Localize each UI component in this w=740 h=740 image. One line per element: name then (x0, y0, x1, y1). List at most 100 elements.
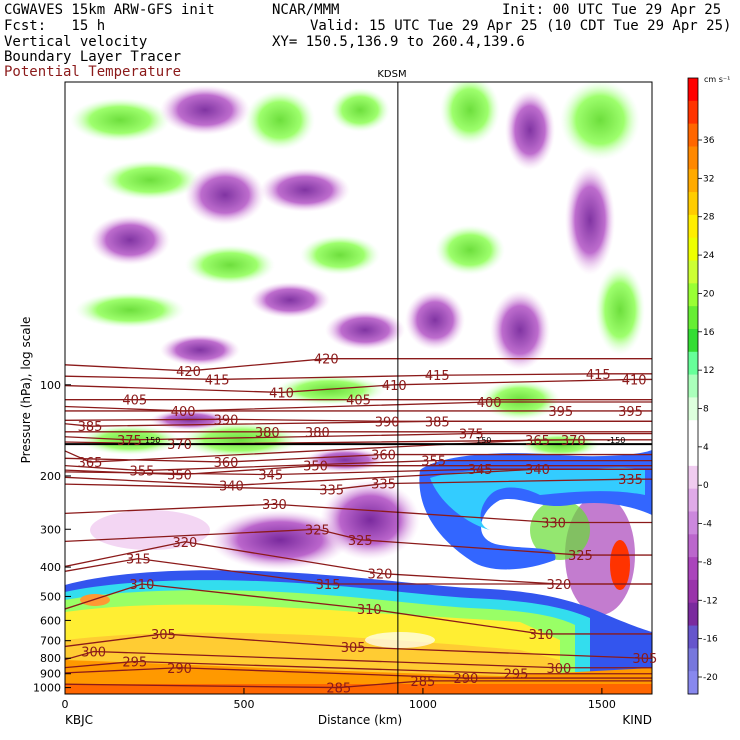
colorbar-swatch (688, 306, 698, 330)
colorbar-frame (687, 77, 699, 695)
x-axis-label: Distance (km) (318, 713, 402, 727)
theta-label: 415 (425, 369, 450, 384)
theta-label: 360 (214, 456, 239, 471)
colorbar-swatch (688, 351, 698, 376)
station-left-label: KBJC (65, 713, 93, 727)
theta-label: 370 (561, 434, 586, 449)
theta-label: 375 (117, 434, 142, 449)
colorbar-label: 12 (703, 366, 714, 376)
colorbar: cm s⁻¹ 36 32 28 24 20 16 12 8 4 0 -4 -8 -12 -16 -20 (687, 75, 730, 695)
theta-label: 390 (214, 413, 239, 428)
y-axis-label: Pressure (hPa), log scale (19, 317, 33, 464)
theta-contour-line (65, 528, 652, 556)
colorbar-swatch (688, 671, 698, 695)
colorbar-swatch (688, 557, 698, 581)
theta-label: 370 (167, 438, 192, 453)
colorbar-label: 4 (703, 443, 709, 453)
colorbar-swatch (688, 648, 698, 672)
theta-label: 315 (316, 578, 341, 593)
small-contour-label: 150 (476, 436, 491, 445)
init-time: Init: 00 UTC Tue 29 Apr 25 (502, 2, 722, 18)
colorbar-swatch (688, 283, 698, 307)
colorbar-swatch (688, 169, 698, 193)
theta-label: 365 (78, 456, 103, 471)
theta-label: 285 (326, 682, 351, 697)
theta-label: 300 (81, 645, 106, 660)
theta-label: 410 (269, 386, 294, 401)
theta-contours (65, 358, 652, 689)
colorbar-swatch (688, 374, 698, 398)
theta-label: 320 (172, 536, 197, 551)
x-tick-label: 0 (62, 698, 69, 711)
theta-label: 360 (371, 449, 396, 464)
theta-label: 355 (421, 455, 446, 470)
colorbar-label: -8 (703, 558, 712, 568)
center-label: NCAR/MMM (272, 2, 340, 18)
y-tick-label: 700 (40, 635, 61, 648)
y-tick-label: 1000 (33, 682, 61, 695)
theta-label: 390 (375, 415, 400, 430)
theta-label: 315 (126, 553, 151, 568)
colorbar-label: -16 (703, 635, 718, 645)
colorbar-swatch (688, 214, 698, 239)
theta-label: 405 (122, 394, 147, 409)
theta-contour-line (65, 401, 652, 412)
colorbar-label: 28 (703, 213, 715, 223)
theta-label: 310 (529, 628, 554, 643)
theta-label: 335 (371, 478, 396, 493)
colorbar-swatch (688, 192, 698, 216)
theta-label: 295 (504, 668, 529, 683)
theta-label: 345 (468, 463, 493, 478)
theta-label: 380 (305, 426, 330, 441)
theta-label: 300 (547, 662, 572, 677)
colorbar-swatch (688, 465, 698, 490)
plot-frame (64, 81, 653, 695)
theta-contour-line (65, 453, 652, 463)
theta-label: 345 (258, 469, 283, 484)
colorbar-swatch (688, 100, 698, 125)
colorbar-swatch (688, 78, 698, 102)
theta-label: 375 (459, 428, 484, 443)
x-tick-label: 500 (233, 698, 254, 711)
cross-section-xy: XY= 150.5,136.9 to 260.4,139.6 (272, 34, 525, 50)
y-tick-label: 900 (40, 668, 61, 681)
theta-contour-line (65, 503, 652, 524)
colorbar-swatch (688, 260, 698, 284)
theta-label: 395 (618, 405, 643, 420)
colorbar-swatch (688, 443, 698, 467)
theta-contour-line (65, 433, 652, 441)
theta-contour-line (65, 478, 652, 491)
colorbar-swatch (688, 602, 698, 627)
x-axis: 0 500 1000 1500 (62, 688, 616, 711)
theta-label: 410 (622, 373, 647, 388)
theta-contour-line (65, 358, 652, 372)
theta-label: 340 (219, 479, 244, 494)
theta-contour-line (65, 583, 652, 635)
theta-label: 305 (341, 641, 366, 656)
theta-contour-line (65, 378, 652, 394)
colorbar-label: 24 (703, 251, 715, 261)
theta-contour-line (65, 660, 652, 675)
colorbar-swatch (688, 534, 698, 558)
theta-label: 310 (130, 578, 155, 593)
theta-label: 420 (176, 365, 201, 380)
theta-label: 290 (167, 662, 192, 677)
theta-contour-line (65, 650, 652, 669)
colorbar-label: 8 (703, 405, 709, 415)
theta-contour-line (65, 468, 652, 476)
theta-contour-line (65, 373, 652, 381)
colorbar-swatch (688, 146, 698, 170)
model-title: CGWAVES 15km ARW-GFS init (4, 2, 215, 18)
theta-label: 385 (425, 415, 450, 430)
y-tick-label: 400 (40, 561, 61, 574)
theta-label: 330 (262, 498, 287, 513)
colorbar-label: 32 (703, 174, 714, 184)
theta-contour-line (65, 667, 652, 679)
theta-contour-line (65, 439, 652, 445)
theta-label: 365 (525, 434, 550, 449)
theta-label: 380 (255, 426, 280, 441)
theta-contour-line (65, 459, 652, 472)
theta-label: 350 (167, 469, 192, 484)
theta-label: 305 (632, 652, 657, 667)
theta-contour-line (65, 541, 652, 585)
